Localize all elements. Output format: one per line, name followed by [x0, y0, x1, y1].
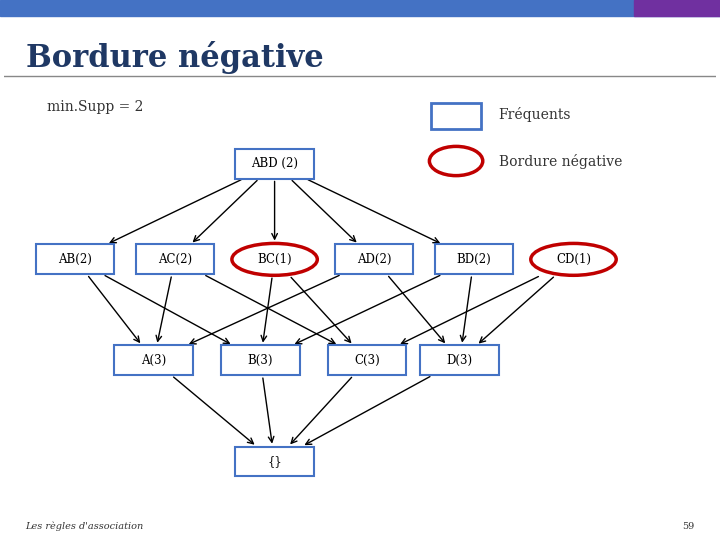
Text: D(3): D(3): [446, 354, 473, 367]
Text: AB(2): AB(2): [58, 253, 92, 266]
FancyBboxPatch shape: [431, 103, 481, 129]
Text: min.Supp = 2: min.Supp = 2: [47, 100, 143, 114]
FancyBboxPatch shape: [235, 149, 314, 179]
FancyBboxPatch shape: [328, 346, 406, 375]
Ellipse shape: [232, 244, 318, 275]
Text: ABD (2): ABD (2): [251, 157, 298, 170]
Text: Bordure négative: Bordure négative: [499, 153, 622, 168]
Text: C(3): C(3): [354, 354, 380, 367]
FancyBboxPatch shape: [235, 447, 314, 476]
FancyBboxPatch shape: [136, 245, 214, 274]
Text: {}: {}: [267, 455, 282, 468]
Text: 59: 59: [683, 522, 695, 530]
Text: CD(1): CD(1): [556, 253, 591, 266]
FancyBboxPatch shape: [420, 346, 499, 375]
Text: B(3): B(3): [248, 354, 273, 367]
FancyBboxPatch shape: [335, 245, 413, 274]
Text: BD(2): BD(2): [456, 253, 491, 266]
Text: Bordure négative: Bordure négative: [25, 42, 323, 75]
Text: Les règles d'association: Les règles d'association: [25, 521, 144, 530]
Text: AD(2): AD(2): [357, 253, 392, 266]
Text: BC(1): BC(1): [257, 253, 292, 266]
FancyBboxPatch shape: [114, 346, 193, 375]
FancyBboxPatch shape: [36, 245, 114, 274]
Ellipse shape: [531, 244, 616, 275]
Ellipse shape: [429, 146, 483, 176]
Text: AC(2): AC(2): [158, 253, 192, 266]
FancyBboxPatch shape: [221, 346, 300, 375]
Text: A(3): A(3): [141, 354, 166, 367]
FancyBboxPatch shape: [435, 245, 513, 274]
Text: Fréquents: Fréquents: [499, 107, 571, 122]
